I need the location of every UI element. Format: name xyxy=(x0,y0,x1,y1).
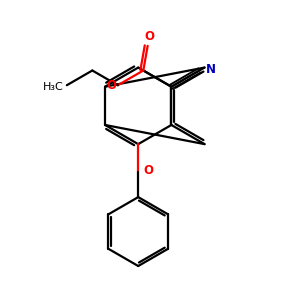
Text: O: O xyxy=(106,79,116,92)
Text: O: O xyxy=(143,164,154,177)
Text: N: N xyxy=(206,62,216,76)
Text: O: O xyxy=(144,31,154,44)
Text: H₃C: H₃C xyxy=(43,82,64,92)
